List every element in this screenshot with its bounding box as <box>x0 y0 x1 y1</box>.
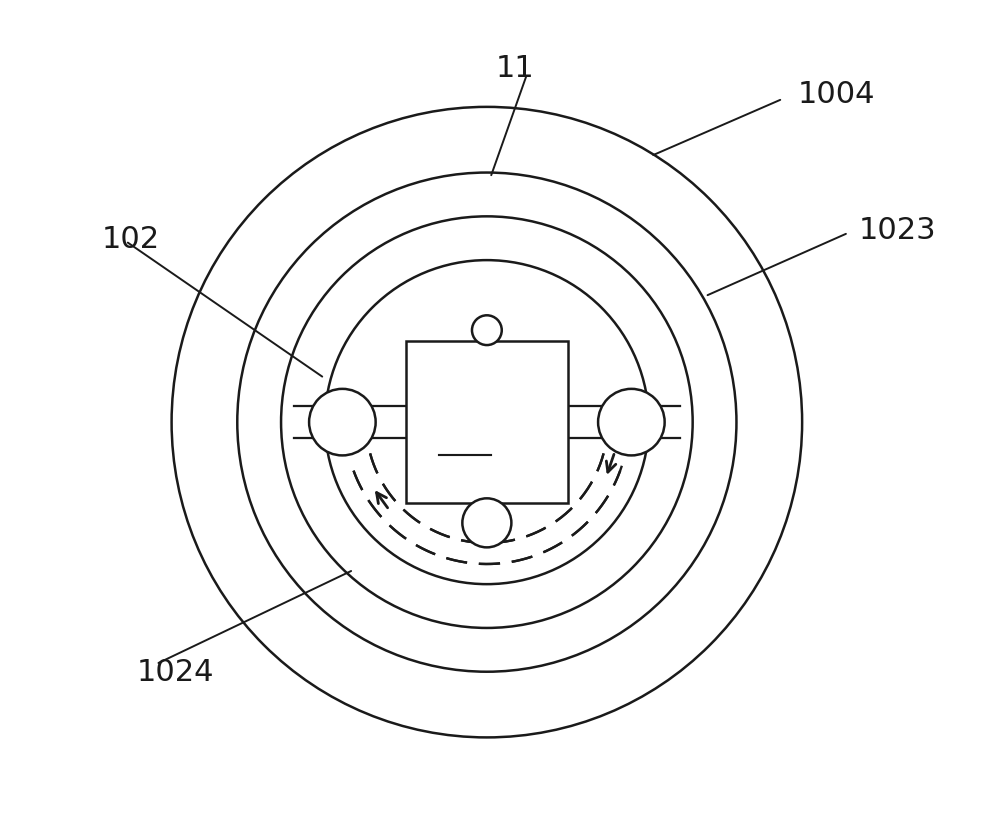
Text: 1004: 1004 <box>798 80 875 109</box>
Bar <box>406 342 568 504</box>
Circle shape <box>598 389 665 456</box>
Circle shape <box>472 316 502 346</box>
Circle shape <box>462 499 511 548</box>
Text: 1023: 1023 <box>859 215 937 245</box>
Text: 1024: 1024 <box>137 658 214 686</box>
Circle shape <box>309 389 376 456</box>
Text: 102: 102 <box>102 224 160 253</box>
Text: 11: 11 <box>496 54 534 83</box>
